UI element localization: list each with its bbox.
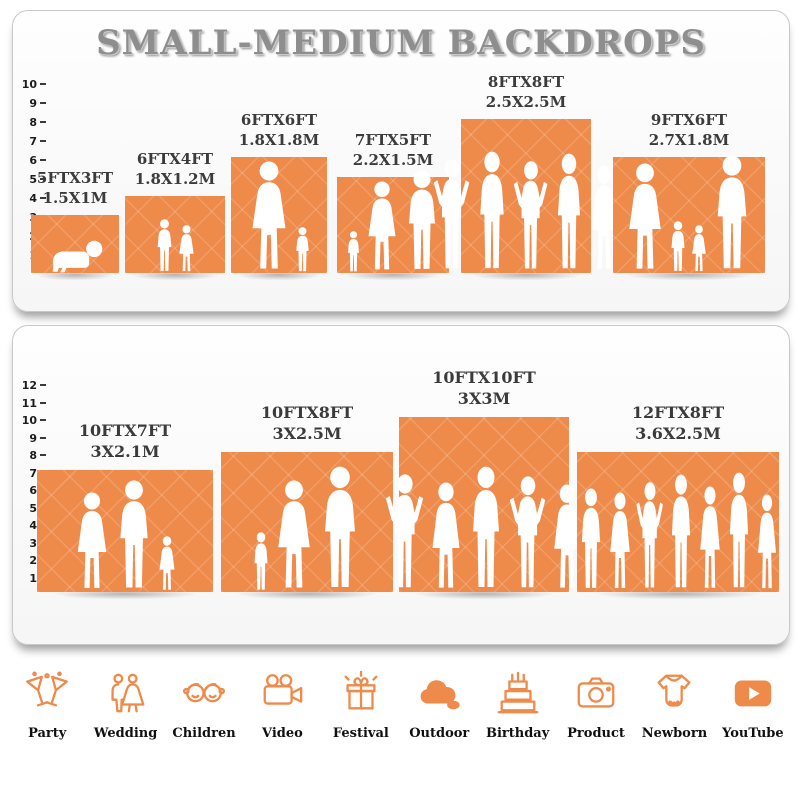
backdrop-5x3: 5FTX3FT 1.5X1M <box>25 169 125 282</box>
backdrop-size-label: 8FTX8FT 2.5X2.5M <box>485 73 567 111</box>
ruler-tick: 8 <box>19 449 46 462</box>
category-label: Outdoor <box>409 726 470 741</box>
category-children: Children <box>165 660 243 780</box>
backdrop-size-label: 12FTX8FT 3.6X2.5M <box>631 403 725 444</box>
ruler-tick: 9 <box>19 432 46 445</box>
category-label: Video <box>262 726 303 741</box>
backdrop-size-label: 5FTX3FT 1.5X1M <box>36 169 114 207</box>
category-party: Party <box>8 660 86 780</box>
backdrop-10x8: 10FTX8FT 3X2.5M <box>215 403 399 601</box>
backdrop-9x6: 9FTX6FT 2.7X1.8M <box>607 111 771 282</box>
birthday-cake-icon <box>497 671 538 714</box>
backdrop-size-label: 9FTX6FT 2.7X1.8M <box>648 111 730 149</box>
backdrop-size-label: 10FTX8FT 3X2.5M <box>260 403 354 444</box>
category-label: Product <box>567 726 625 741</box>
backdrop-rect <box>461 119 591 273</box>
category-birthday: Birthday <box>478 660 556 780</box>
ruler-tick: 2 <box>19 554 46 567</box>
ruler-tick: 9 <box>19 97 46 110</box>
backdrop-8x8: 8FTX8FT 2.5X2.5M <box>461 73 591 282</box>
backdrop-6x6: 6FTX6FT 1.8X1.8M <box>225 111 333 282</box>
ruler-tick: 12 <box>19 379 46 392</box>
ruler-tick: 5 <box>19 173 46 186</box>
bottom-panel: 1 2 3 4 5 6 7 8 9 10 11 12 10FTX7FT 3X2.1… <box>12 325 790 645</box>
backdrop-rect <box>221 452 393 592</box>
top-panel: SMALL-MEDIUM BACKDROPS 1 2 3 4 5 6 7 8 9… <box>12 10 790 312</box>
ruler-tick: 3 <box>19 537 46 550</box>
backdrop-size-label: 7FTX5FT 2.2X1.5M <box>352 131 434 169</box>
category-outdoor: Outdoor <box>400 660 478 780</box>
ruler-tick: 6 <box>19 484 46 497</box>
backdrop-size-label: 6FTX6FT 1.8X1.8M <box>238 111 320 149</box>
backdrop-rect <box>231 157 327 273</box>
category-row: Party Wedding Children <box>0 660 800 780</box>
category-product: Product <box>557 660 635 780</box>
backdrop-rect <box>125 196 225 273</box>
backdrop-rect <box>337 177 449 273</box>
page-title: SMALL-MEDIUM BACKDROPS <box>96 23 706 63</box>
ruler-tick: 11 <box>19 397 46 410</box>
category-wedding: Wedding <box>86 660 164 780</box>
ruler-tick: 1 <box>19 572 46 585</box>
backdrop-rect <box>37 470 213 592</box>
ruler-tick: 7 <box>19 467 46 480</box>
backdrop-size-label: 10FTX10FT 3X3M <box>432 368 536 409</box>
ruler-tick: 6 <box>19 154 46 167</box>
party-icon <box>26 671 69 707</box>
backdrop-7x5: 7FTX5FT 2.2X1.5M <box>331 131 455 282</box>
category-label: Wedding <box>93 726 158 741</box>
category-label: Children <box>172 726 236 741</box>
outdoor-cloud-icon <box>420 680 460 710</box>
backdrop-rect <box>577 452 779 592</box>
backdrop-12x8: 12FTX8FT 3.6X2.5M <box>571 403 785 601</box>
youtube-play-icon <box>734 680 772 707</box>
category-festival: Festival <box>322 660 400 780</box>
backdrop-10x10: 10FTX10FT 3X3M <box>399 368 569 601</box>
backdrop-size-label: 6FTX4FT 1.8X1.2M <box>134 150 216 188</box>
backdrop-6x4: 6FTX4FT 1.8X1.2M <box>119 150 231 282</box>
backdrop-rect <box>399 417 569 592</box>
category-label: Festival <box>332 726 389 741</box>
category-video: Video <box>243 660 321 780</box>
product-camera-icon <box>577 677 615 708</box>
wedding-couple-icon <box>111 673 145 713</box>
newborn-onesie-icon <box>657 674 691 707</box>
category-youtube: YouTube <box>714 660 792 780</box>
ruler-tick: 4 <box>19 192 46 205</box>
ruler-tick: 8 <box>19 116 46 129</box>
backdrop-size-label: 10FTX7FT 3X2.1M <box>78 421 172 462</box>
category-label: YouTube <box>722 726 784 741</box>
backdrop-rect <box>613 157 765 273</box>
ruler-tick: 5 <box>19 502 46 515</box>
category-newborn: Newborn <box>635 660 713 780</box>
category-label: Party <box>28 726 67 741</box>
category-label: Newborn <box>641 726 708 741</box>
ruler-tick: 10 <box>19 414 46 427</box>
video-camera-icon <box>264 674 303 705</box>
backdrop-10x7: 10FTX7FT 3X2.1M <box>31 421 219 601</box>
ruler-tick: 4 <box>19 519 46 532</box>
ruler-tick: 7 <box>19 135 46 148</box>
ruler-tick: 10 <box>19 78 46 91</box>
category-label: Birthday <box>485 726 550 741</box>
backdrop-rect <box>31 215 119 273</box>
festival-gift-icon <box>344 670 378 710</box>
children-faces-icon <box>183 682 226 703</box>
